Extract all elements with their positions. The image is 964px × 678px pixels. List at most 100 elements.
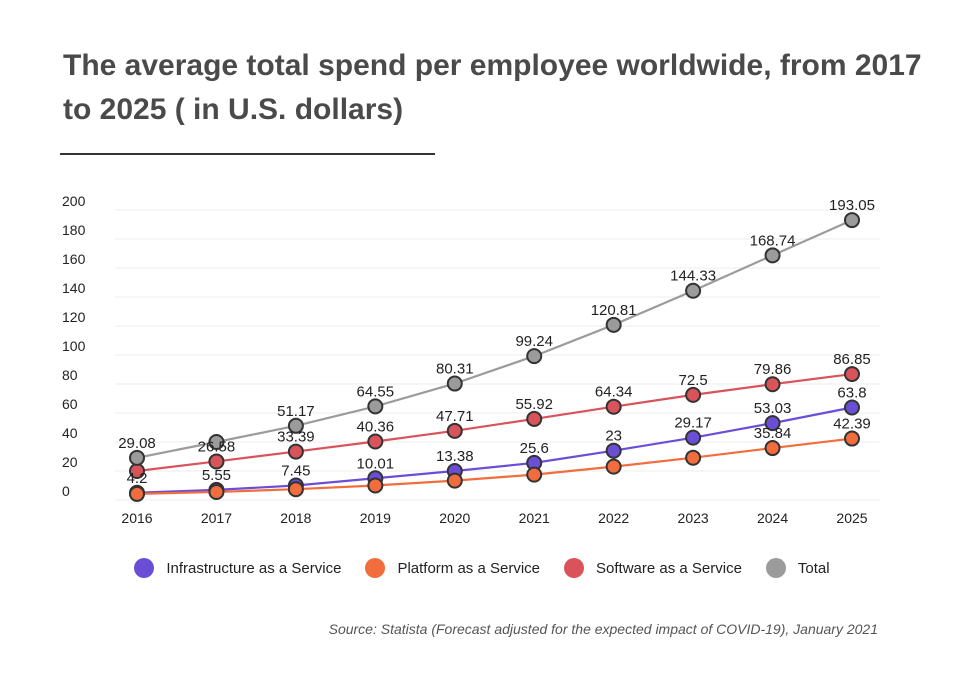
- y-tick-label: 200: [62, 193, 86, 209]
- data-label-infrastructure-as-a-service: 13.38: [436, 448, 474, 465]
- data-point-total: [367, 398, 384, 415]
- legend-item-platform-as-a-service: Platform as a Service: [365, 558, 540, 578]
- data-label-total: 144.33: [670, 268, 716, 285]
- data-point-total: [764, 247, 781, 264]
- data-point-total: [129, 449, 145, 466]
- y-tick-label: 180: [62, 222, 86, 238]
- data-point-platform-as-a-service: [129, 485, 145, 502]
- data-point-total: [685, 282, 702, 299]
- series-line-software-as-a-service: [136, 372, 853, 473]
- series-line-platform-as-a-service: [136, 437, 853, 496]
- legend-label: Software as a Service: [596, 559, 742, 577]
- data-point-total: [526, 348, 543, 365]
- x-tick-label: 2020: [439, 510, 470, 526]
- data-label-software-as-a-service: 40.36: [357, 418, 395, 435]
- data-labels: 4.2 5.55 7.45 10.01 13.38 25.6 23 29.17 53.03 63.…: [118, 197, 875, 487]
- legend-item-infrastructure-as-a-service: Infrastructure as a Service: [134, 558, 341, 578]
- data-point-platform-as-a-service: [685, 449, 702, 466]
- data-label-total: 168.74: [750, 232, 796, 249]
- source-note: Source: Statista (Forecast adjusted for …: [328, 621, 878, 637]
- x-tick-label: 2025: [836, 510, 867, 526]
- y-tick-label: 0: [62, 483, 70, 499]
- x-tick-label: 2018: [280, 510, 311, 526]
- data-point-software-as-a-service: [208, 453, 225, 470]
- data-point-software-as-a-service: [605, 398, 622, 415]
- data-label-total: 29.08: [118, 435, 156, 452]
- data-point-platform-as-a-service: [764, 440, 781, 457]
- data-point-total: [446, 375, 463, 392]
- data-point-total: [844, 212, 860, 229]
- legend-label: Total: [797, 559, 830, 577]
- data-label-infrastructure-as-a-service: 4.2: [127, 470, 148, 487]
- data-label-platform-as-a-service: 35.84: [754, 425, 792, 442]
- data-point-total: [287, 417, 304, 434]
- legend-label: Platform as a Service: [397, 559, 541, 577]
- data-point-infrastructure-as-a-service: [764, 415, 781, 432]
- line-chart: 0 20 40 60 80 100 120 140 160 180 200 2016 2017 2018…: [62, 193, 880, 526]
- data-point-software-as-a-service: [367, 433, 384, 450]
- y-axis-ticks: 0 20 40 60 80 100 120 140 160 180 200: [62, 193, 86, 499]
- data-point-software-as-a-service: [844, 366, 860, 383]
- y-tick-label: 40: [62, 425, 78, 441]
- legend-item-software-as-a-service: Software as a Service: [564, 558, 742, 578]
- data-label-platform-as-a-service: 42.39: [833, 416, 871, 433]
- data-label-infrastructure-as-a-service: 53.03: [754, 400, 792, 417]
- data-label-total: 64.55: [357, 383, 395, 400]
- data-point-platform-as-a-service: [526, 466, 543, 483]
- data-point-platform-as-a-service: [446, 472, 463, 489]
- data-point-platform-as-a-service: [208, 483, 225, 500]
- data-label-software-as-a-service: 47.71: [436, 408, 474, 425]
- legend-swatch: [365, 558, 386, 578]
- data-point-software-as-a-service: [287, 443, 304, 460]
- grid-lines: [115, 209, 880, 501]
- x-tick-label: 2017: [201, 510, 232, 526]
- data-label-infrastructure-as-a-service: 23: [605, 428, 622, 445]
- data-label-software-as-a-service: 55.92: [515, 396, 553, 413]
- x-axis-ticks: 2016 2017 2018 2019 2020 2021 2022 2023 2024 2025: [121, 510, 867, 526]
- data-label-software-as-a-service: 64.34: [595, 384, 633, 401]
- x-tick-label: 2024: [757, 510, 788, 526]
- legend-item-total: Total: [765, 558, 830, 578]
- series-line-infrastructure-as-a-service: [136, 406, 853, 494]
- x-tick-label: 2022: [598, 510, 629, 526]
- y-tick-label: 100: [62, 338, 86, 354]
- x-tick-label: 2016: [121, 510, 152, 526]
- data-label-total: 51.17: [277, 403, 315, 420]
- data-label-total: 80.31: [436, 361, 474, 378]
- data-label-infrastructure-as-a-service: 29.17: [674, 415, 712, 432]
- data-point-platform-as-a-service: [287, 481, 304, 498]
- data-point-software-as-a-service: [526, 410, 543, 427]
- legend-swatch: [134, 558, 155, 578]
- legend-swatch: [765, 558, 786, 578]
- data-point-software-as-a-service: [685, 386, 702, 403]
- series-lines: [136, 219, 853, 496]
- y-tick-label: 160: [62, 251, 86, 267]
- data-label-infrastructure-as-a-service: 10.01: [357, 455, 395, 472]
- chart-legend: Infrastructure as a Service Platform as a…: [0, 558, 964, 578]
- title-underline: [60, 153, 435, 155]
- data-label-software-as-a-service: 72.5: [679, 372, 708, 389]
- data-label-total: 120.81: [591, 302, 637, 319]
- x-tick-label: 2019: [360, 510, 391, 526]
- data-point-platform-as-a-service: [367, 477, 384, 494]
- y-tick-label: 80: [62, 367, 78, 383]
- y-tick-label: 120: [62, 309, 86, 325]
- data-point-infrastructure-as-a-service: [685, 429, 702, 446]
- data-label-total: 193.05: [829, 197, 875, 214]
- data-label-software-as-a-service: 79.86: [754, 361, 792, 378]
- x-tick-label: 2023: [678, 510, 709, 526]
- data-point-infrastructure-as-a-service: [605, 442, 622, 459]
- series-line-total: [136, 219, 853, 459]
- data-label-infrastructure-as-a-service: 25.6: [520, 440, 549, 457]
- data-point-platform-as-a-service: [605, 458, 622, 475]
- data-point-total: [208, 434, 225, 450]
- data-label-total: 99.24: [515, 333, 553, 350]
- data-point-software-as-a-service: [446, 422, 463, 439]
- data-label-infrastructure-as-a-service: 7.45: [281, 463, 310, 480]
- chart-title: The average total spend per employee wor…: [63, 49, 922, 126]
- data-label-software-as-a-service: 86.85: [833, 351, 871, 368]
- series-points: [129, 212, 860, 502]
- data-label-infrastructure-as-a-service: 5.55: [202, 467, 231, 484]
- data-label-infrastructure-as-a-service: 63.8: [837, 384, 866, 401]
- data-point-software-as-a-service: [764, 376, 781, 393]
